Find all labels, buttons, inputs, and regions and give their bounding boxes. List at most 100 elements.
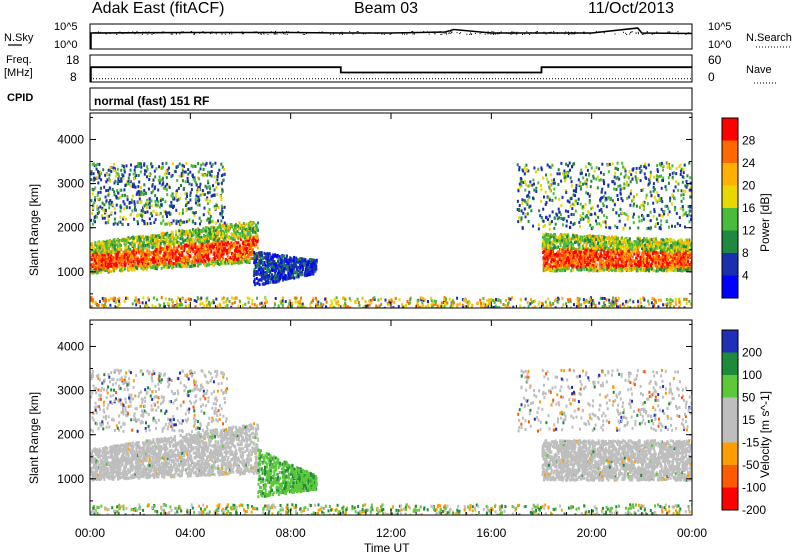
heat-cell (542, 240, 545, 244)
heat-cell (593, 237, 596, 241)
heat-cell (173, 245, 176, 249)
heat-cell (210, 245, 213, 249)
heat-cell (573, 233, 576, 237)
heat-cell (303, 264, 306, 268)
heat-cell (173, 257, 175, 261)
heat-cell (162, 261, 165, 265)
heat-cell (679, 246, 682, 250)
heat-cell (123, 202, 126, 206)
noise-sample (283, 33, 285, 35)
heat-cell (186, 195, 188, 198)
heat-cell (151, 183, 154, 186)
heat-cell (252, 227, 254, 231)
heat-cell (140, 258, 143, 262)
heat-cell (90, 246, 93, 250)
heat-cell (206, 202, 209, 206)
heat-cell (205, 161, 208, 165)
noise-sample (321, 31, 323, 33)
heat-cell (193, 164, 195, 168)
heat-cell (170, 249, 173, 253)
heat-cell (243, 232, 246, 235)
heat-cell (107, 262, 110, 266)
heat-cell (134, 185, 137, 189)
noise-sample (351, 32, 353, 34)
heat-cell (91, 206, 94, 210)
heat-cell (192, 237, 195, 241)
heat-cell (212, 226, 215, 230)
heat-cell (581, 236, 583, 239)
heat-cell (189, 231, 192, 235)
heat-cell (263, 276, 266, 280)
noise-sample (181, 31, 183, 33)
heat-cell (674, 253, 677, 257)
heat-cell (197, 197, 200, 201)
heat-cell (150, 199, 153, 203)
heat-cell (206, 248, 209, 251)
heat-cell (142, 247, 145, 251)
heat-cell (122, 165, 125, 169)
noise-sample (511, 31, 513, 33)
heat-cell (305, 260, 308, 264)
heat-cell (182, 256, 185, 260)
heat-cell (108, 251, 111, 255)
noise-sample (497, 32, 499, 34)
heat-cell (116, 189, 119, 193)
noise-sample (526, 31, 528, 33)
noise-sample (535, 31, 537, 33)
heat-cell (143, 237, 146, 241)
freq-left-tick-top: 18 (66, 53, 80, 67)
heat-cell (583, 258, 586, 262)
heat-cell (559, 262, 562, 266)
heat-cell (245, 222, 248, 226)
noise-sample (119, 31, 121, 33)
heat-cell (244, 260, 247, 264)
heat-cell (249, 234, 252, 238)
heat-cell (138, 243, 141, 247)
heat-cell (285, 260, 288, 264)
heat-cell (613, 268, 616, 272)
noise-sample (141, 33, 143, 35)
heat-cell (151, 234, 154, 238)
noise-sample (510, 33, 512, 35)
heat-cell (192, 219, 195, 223)
heat-cell (155, 244, 158, 248)
heat-cell (108, 173, 111, 177)
heat-cell (576, 255, 579, 259)
heat-cell (288, 260, 291, 264)
heat-cell (148, 204, 151, 208)
heat-cell (200, 235, 203, 239)
heat-cell (108, 260, 111, 264)
heat-cell (219, 256, 221, 260)
heat-cell (664, 255, 667, 258)
heat-cell (600, 268, 603, 272)
heat-cell (159, 246, 162, 250)
noise-sample (377, 32, 379, 34)
noise-sample (641, 33, 643, 35)
noise-sample (308, 32, 310, 34)
heat-cell (158, 165, 160, 169)
heat-cell (132, 239, 135, 243)
heat-cell (175, 208, 178, 212)
heat-cell (127, 252, 130, 256)
heat-cell (253, 270, 256, 274)
noise-sample (98, 32, 100, 34)
heat-cell (112, 222, 115, 226)
heat-cell (145, 202, 148, 206)
heat-cell (164, 233, 167, 237)
heat-cell (165, 176, 168, 180)
heat-cell (163, 265, 166, 269)
heat-cell (113, 269, 116, 273)
heat-cell (229, 242, 232, 246)
heat-cell (230, 257, 233, 261)
noise-sample (105, 33, 107, 35)
heat-cell (159, 259, 162, 262)
heat-cell (106, 214, 109, 218)
heat-cell (159, 250, 162, 254)
heat-cell (210, 194, 213, 198)
heat-cell (612, 242, 615, 246)
heat-cell (191, 165, 194, 168)
heat-cell (238, 254, 241, 258)
heat-cell (141, 250, 144, 254)
heat-cell (119, 220, 122, 224)
heat-cell (103, 203, 106, 207)
